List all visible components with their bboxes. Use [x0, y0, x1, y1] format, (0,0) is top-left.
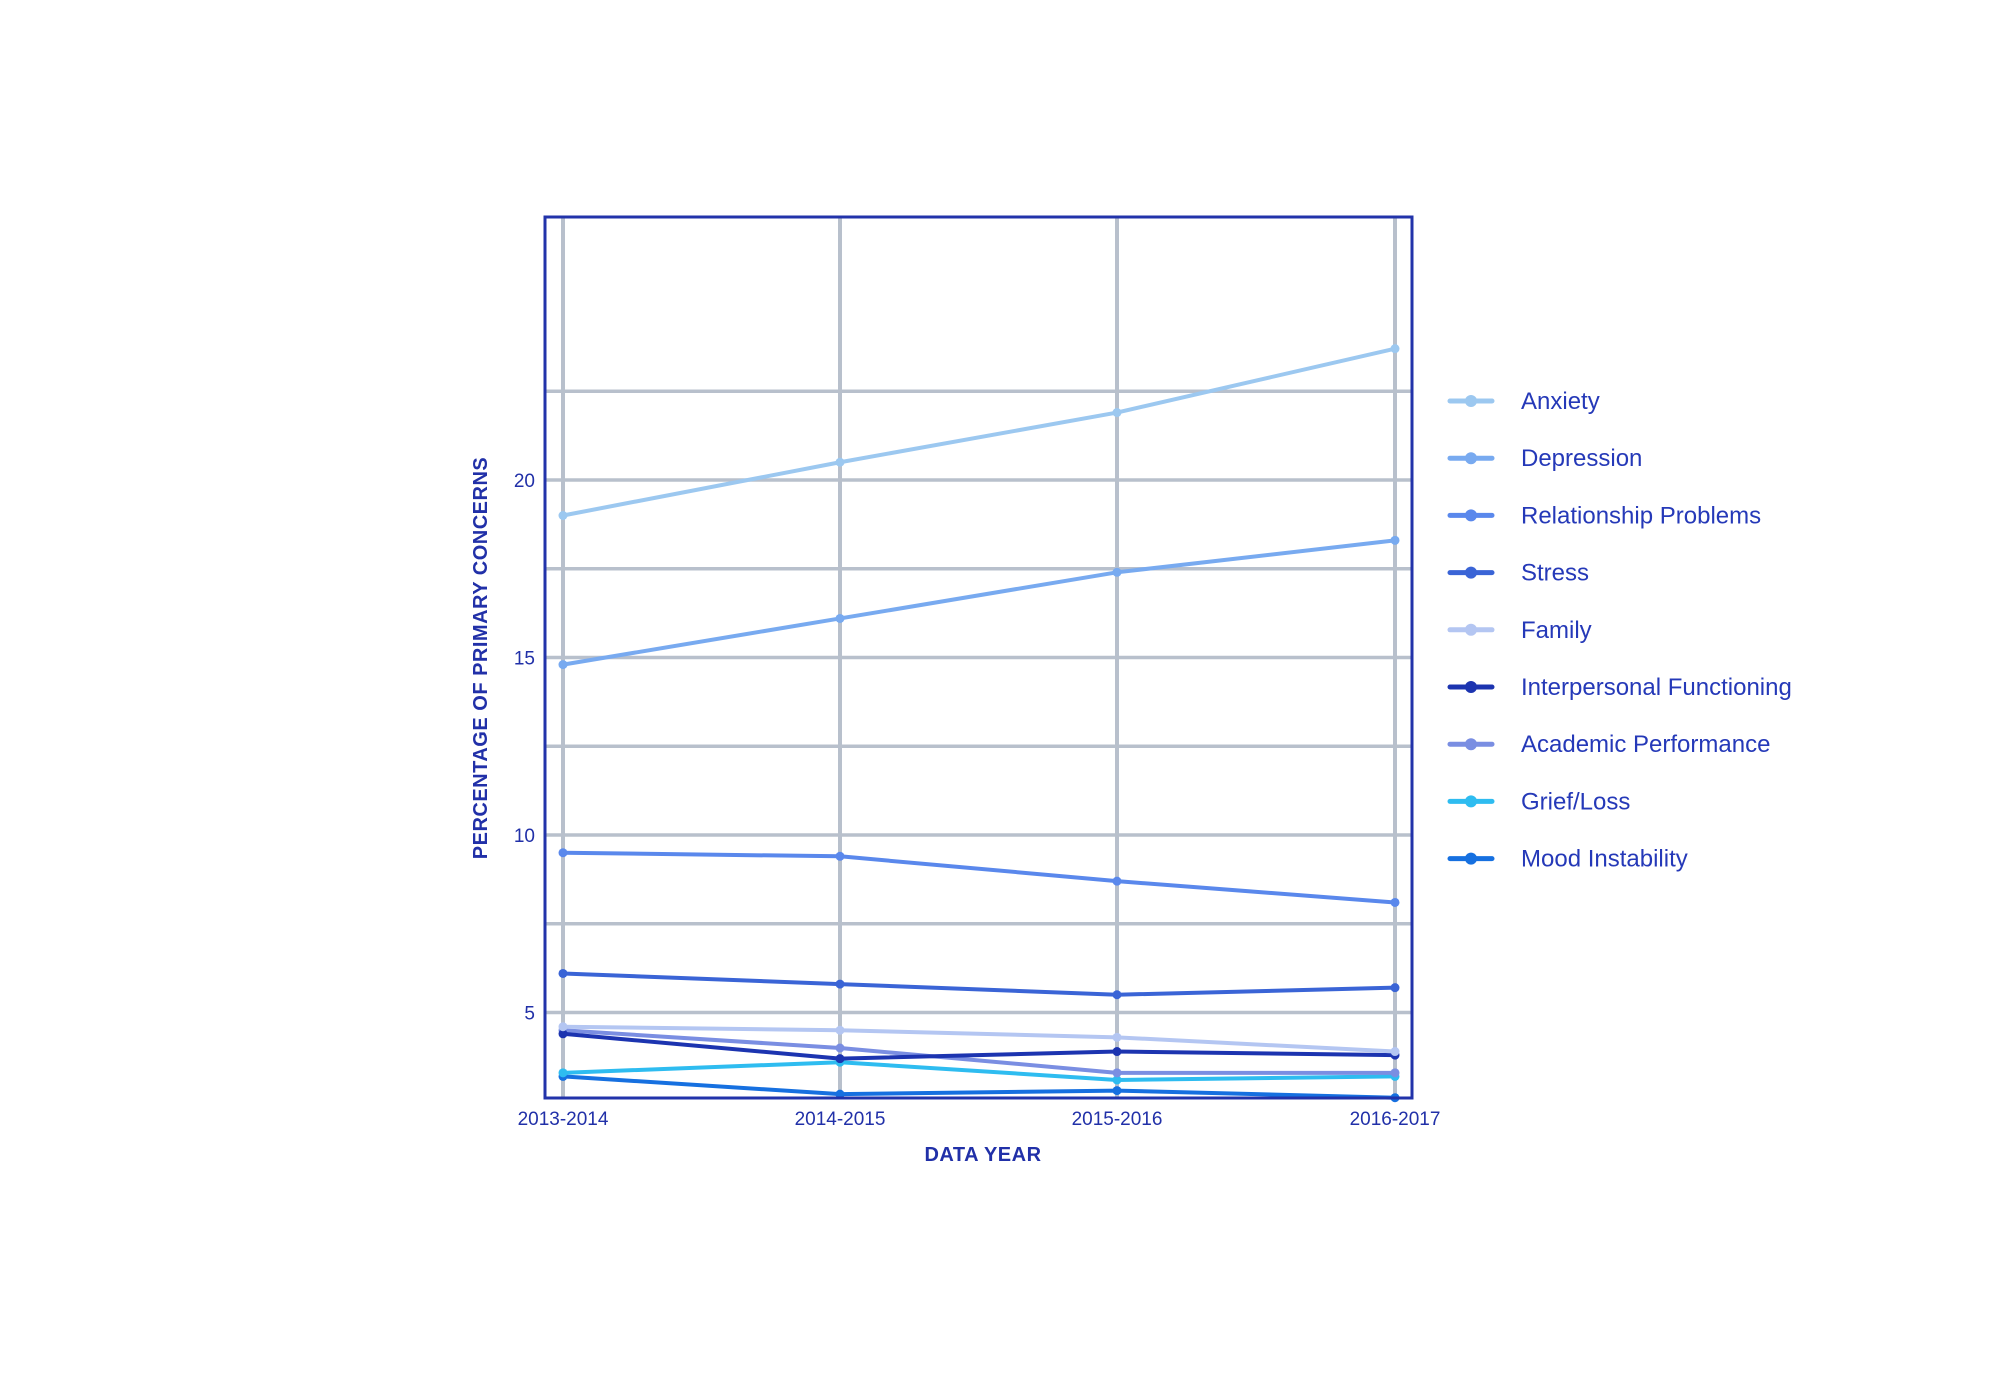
series-line-anxiety	[561, 346, 1397, 518]
data-point-depression	[1112, 567, 1122, 577]
series-line-mood-instability	[561, 1074, 1397, 1100]
series-line-academic-performance	[561, 1028, 1397, 1075]
data-point-mood-instability	[1112, 1086, 1122, 1096]
y-tick-label: 10	[514, 826, 535, 847]
legend-label: Grief/Loss	[1521, 788, 1630, 815]
data-point-stress	[1390, 983, 1400, 993]
legend-label: Interpersonal Functioning	[1521, 674, 1792, 701]
legend-item-depression: Depression	[1447, 445, 1642, 472]
legend-item-grief-loss: Grief/Loss	[1447, 788, 1630, 815]
data-point-stress	[558, 968, 568, 978]
series-family	[558, 1022, 1400, 1057]
x-tick-label: 2016-2017	[1350, 1109, 1441, 1130]
legend-marker	[1465, 681, 1477, 693]
series-anxiety	[558, 344, 1400, 520]
legend-marker	[1465, 395, 1477, 407]
data-point-relationship-problems	[835, 851, 845, 861]
data-point-family	[1112, 1032, 1122, 1042]
legend-item-relationship-problems: Relationship Problems	[1447, 502, 1761, 529]
series-relationship-problems	[558, 848, 1400, 907]
series-depression	[558, 535, 1400, 670]
series-line-depression	[561, 538, 1397, 667]
x-axis-title: DATA YEAR	[924, 1144, 1041, 1166]
legend-item-stress: Stress	[1447, 560, 1589, 587]
grid	[545, 217, 1412, 1098]
data-point-relationship-problems	[1390, 897, 1400, 907]
legend-item-family: Family	[1447, 617, 1592, 644]
x-tick-label: 2015-2016	[1072, 1109, 1163, 1130]
legend-marker	[1465, 795, 1477, 808]
x-tick-labels: 2013-2014 2014-2015 2015-2016 2016-2017	[518, 1109, 1441, 1130]
legend-marker	[1465, 566, 1477, 579]
data-point-interpersonal-functioning	[1112, 1047, 1122, 1057]
legend-marker	[1465, 623, 1477, 636]
data-point-anxiety	[558, 511, 568, 520]
data-point-stress	[835, 979, 845, 989]
data-point-stress	[1112, 990, 1122, 1000]
legend-label: Stress	[1521, 560, 1589, 587]
y-axis-title: PERCENTAGE OF PRIMARY CONCERNS	[470, 457, 492, 859]
legend-label: Family	[1521, 617, 1592, 644]
legend-marker	[1465, 738, 1477, 751]
data-point-interpersonal-functioning	[558, 1029, 568, 1039]
legend-marker	[1465, 852, 1477, 865]
series-stress	[558, 968, 1400, 1000]
legend-marker	[1465, 509, 1477, 522]
data-point-family	[835, 1025, 845, 1035]
data-point-family	[558, 1022, 568, 1032]
series-line-relationship-problems	[561, 850, 1397, 905]
x-tick-label: 2013-2014	[518, 1109, 609, 1130]
series-line-stress	[561, 971, 1397, 997]
legend-label: Relationship Problems	[1521, 502, 1761, 529]
data-point-academic-performance	[835, 1043, 845, 1053]
data-point-academic-performance	[1390, 1068, 1400, 1078]
data-point-anxiety	[1112, 408, 1122, 418]
plot-frame	[543, 215, 1414, 1100]
legend-item-interpersonal-functioning: Interpersonal Functioning	[1447, 674, 1792, 701]
legend-label: Depression	[1521, 445, 1642, 472]
y-tick-label: 15	[514, 649, 535, 670]
data-point-family	[1390, 1047, 1400, 1057]
legend-item-academic-performance: Academic Performance	[1447, 731, 1770, 758]
series-line-family	[561, 1024, 1397, 1054]
data-point-relationship-problems	[1112, 876, 1122, 886]
data-point-grief-loss	[1112, 1075, 1122, 1085]
series-lines	[558, 344, 1400, 1103]
x-tick-label: 2014-2015	[795, 1109, 886, 1130]
data-point-grief-loss	[558, 1068, 568, 1078]
series-line-interpersonal-functioning	[561, 1031, 1397, 1061]
data-point-depression	[1390, 535, 1400, 545]
legend-label: Anxiety	[1521, 388, 1600, 415]
y-tick-label: 20	[514, 471, 535, 492]
data-point-interpersonal-functioning	[835, 1054, 845, 1064]
data-point-depression	[835, 613, 845, 623]
legend: Anxiety Depression Relationship Problems St…	[1447, 388, 1792, 873]
legend-marker	[1465, 452, 1477, 465]
y-tick-label: 5	[524, 1004, 535, 1025]
data-point-academic-performance	[1112, 1068, 1122, 1078]
data-point-depression	[558, 660, 568, 670]
data-point-relationship-problems	[558, 848, 568, 858]
legend-item-mood-instability: Mood Instability	[1447, 846, 1688, 873]
data-point-anxiety	[1390, 344, 1400, 354]
legend-item-anxiety: Anxiety	[1447, 388, 1600, 415]
series-line-grief-loss	[561, 1060, 1397, 1082]
legend-label: Academic Performance	[1521, 731, 1770, 758]
legend-label: Mood Instability	[1521, 846, 1688, 873]
data-point-mood-instability	[835, 1089, 845, 1099]
y-tick-labels: 5 10 15 20	[514, 471, 535, 1025]
data-point-anxiety	[835, 457, 845, 467]
